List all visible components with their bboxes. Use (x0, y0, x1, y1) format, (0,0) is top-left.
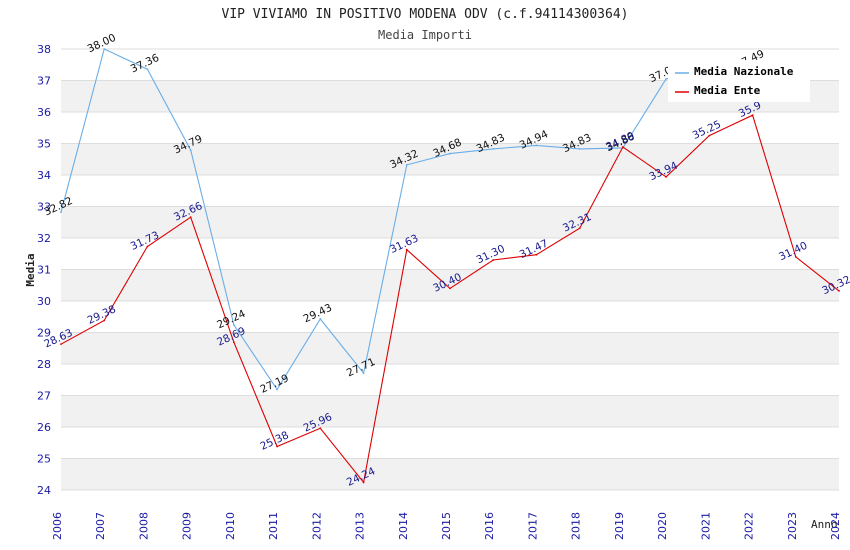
legend-label-media-nazionale: Media Nazionale (694, 65, 794, 78)
x-tick-2022: 2022 (743, 512, 756, 540)
x-tick-2012: 2012 (310, 512, 323, 540)
point-media-ente-2016 (492, 259, 495, 261)
chart-subtitle: Media Importi (378, 28, 472, 42)
y-tick-28: 28 (37, 358, 51, 371)
x-tick-2024: 2024 (829, 512, 842, 540)
band-28 (61, 332, 839, 364)
x-tick-2016: 2016 (483, 512, 496, 540)
background-bands (61, 80, 839, 490)
y-tick-24: 24 (37, 484, 51, 497)
point-media-ente-2022 (751, 114, 754, 117)
y-tick-38: 38 (37, 43, 51, 56)
y-tick-27: 27 (37, 390, 51, 403)
band-26 (61, 395, 839, 427)
y-tick-35: 35 (37, 138, 51, 151)
y-tick-31: 31 (37, 264, 51, 277)
x-tick-2020: 2020 (656, 512, 669, 540)
band-34 (61, 143, 839, 175)
data-label-media-ente-2016: 31.30 (475, 243, 507, 267)
point-media-nazionale-2020 (665, 78, 668, 80)
grid-lines (61, 48, 839, 491)
band-24 (61, 458, 839, 490)
point-media-ente-2019 (621, 146, 624, 148)
data-label-media-nazionale-2008: 37.36 (129, 52, 162, 76)
point-media-ente-2023 (794, 256, 797, 258)
point-media-nazionale-2009 (189, 149, 192, 152)
data-label-media-ente-2007: 29.38 (86, 303, 118, 327)
x-tick-2019: 2019 (613, 512, 626, 540)
point-media-ente-2006 (60, 343, 62, 346)
data-label-media-nazionale-2011: 27.19 (258, 372, 290, 396)
point-media-nazionale-2008 (146, 68, 149, 71)
point-media-nazionale-2007 (103, 48, 106, 50)
point-media-nazionale-2011 (276, 388, 279, 391)
point-media-ente-2024 (838, 290, 840, 292)
y-tick-25: 25 (37, 453, 51, 466)
legend: Media Nazionale Media Ente (668, 60, 810, 102)
point-media-ente-2017 (535, 253, 538, 256)
y-tick-26: 26 (37, 421, 51, 434)
x-tick-2007: 2007 (94, 512, 107, 540)
point-media-ente-2010 (232, 341, 235, 344)
point-media-ente-2013 (362, 481, 365, 484)
chart-title: VIP VIVIAMO IN POSITIVO MODENA ODV (c.f.… (222, 7, 629, 22)
point-media-nazionale-2018 (578, 147, 581, 150)
point-media-ente-2009 (189, 216, 192, 219)
x-tick-2009: 2009 (181, 512, 194, 540)
point-media-nazionale-2006 (60, 211, 62, 214)
y-tick-32: 32 (37, 232, 51, 245)
point-media-nazionale-2012 (319, 318, 322, 320)
y-tick-labels: 24 25 26 27 28 29 30 31 32 33 34 35 36 37 38 (37, 43, 51, 497)
point-media-ente-2015 (449, 287, 451, 290)
x-tick-2006: 2006 (51, 512, 64, 540)
x-tick-2021: 2021 (699, 512, 712, 540)
y-tick-37: 37 (37, 75, 51, 88)
y-tick-33: 33 (37, 201, 51, 214)
point-media-ente-2012 (319, 427, 322, 430)
x-tick-2011: 2011 (267, 512, 280, 540)
point-media-nazionale-2014 (405, 164, 408, 166)
point-media-nazionale-2017 (535, 144, 538, 147)
point-media-ente-2011 (276, 445, 279, 448)
x-tick-2018: 2018 (570, 512, 583, 540)
data-label-media-ente-2011: 25.38 (258, 429, 290, 453)
point-media-nazionale-2013 (362, 372, 365, 375)
point-media-ente-2020 (665, 175, 668, 178)
x-tick-2017: 2017 (526, 512, 539, 540)
y-tick-36: 36 (37, 106, 51, 119)
data-label-media-ente-2023: 31.40 (777, 240, 809, 264)
y-tick-30: 30 (37, 295, 51, 308)
data-label-media-nazionale-2007: 38.00 (86, 32, 118, 56)
legend-label-media-ente: Media Ente (694, 84, 761, 97)
point-media-nazionale-2016 (492, 147, 495, 150)
data-label-media-nazionale-2012: 29.43 (302, 302, 334, 326)
band-30 (61, 269, 839, 301)
x-tick-labels: 2006 2007 2008 2009 2010 2011 2012 2013 2014 2015… (51, 512, 842, 540)
point-media-ente-2008 (146, 245, 149, 248)
point-media-ente-2018 (578, 227, 581, 230)
data-label-media-ente-2017: 31.47 (518, 237, 550, 261)
x-tick-2015: 2015 (440, 512, 453, 540)
x-tick-2023: 2023 (786, 512, 799, 540)
y-tick-29: 29 (37, 327, 51, 340)
series-line-media-nazionale (60, 48, 753, 391)
point-media-ente-2007 (103, 319, 106, 322)
point-media-ente-2021 (708, 134, 711, 137)
x-tick-2013: 2013 (354, 512, 367, 540)
point-media-ente-2014 (405, 248, 408, 251)
legend-box (668, 60, 810, 102)
x-tick-2014: 2014 (397, 512, 410, 540)
point-media-nazionale-2010 (232, 324, 235, 326)
series-lines (60, 48, 840, 484)
point-media-nazionale-2015 (449, 152, 451, 155)
y-axis-label: Media (24, 253, 37, 286)
y-tick-34: 34 (37, 169, 51, 182)
band-32 (61, 206, 839, 238)
x-axis-label: Anno (811, 518, 838, 531)
x-tick-2008: 2008 (137, 512, 150, 540)
x-tick-2010: 2010 (224, 512, 237, 540)
